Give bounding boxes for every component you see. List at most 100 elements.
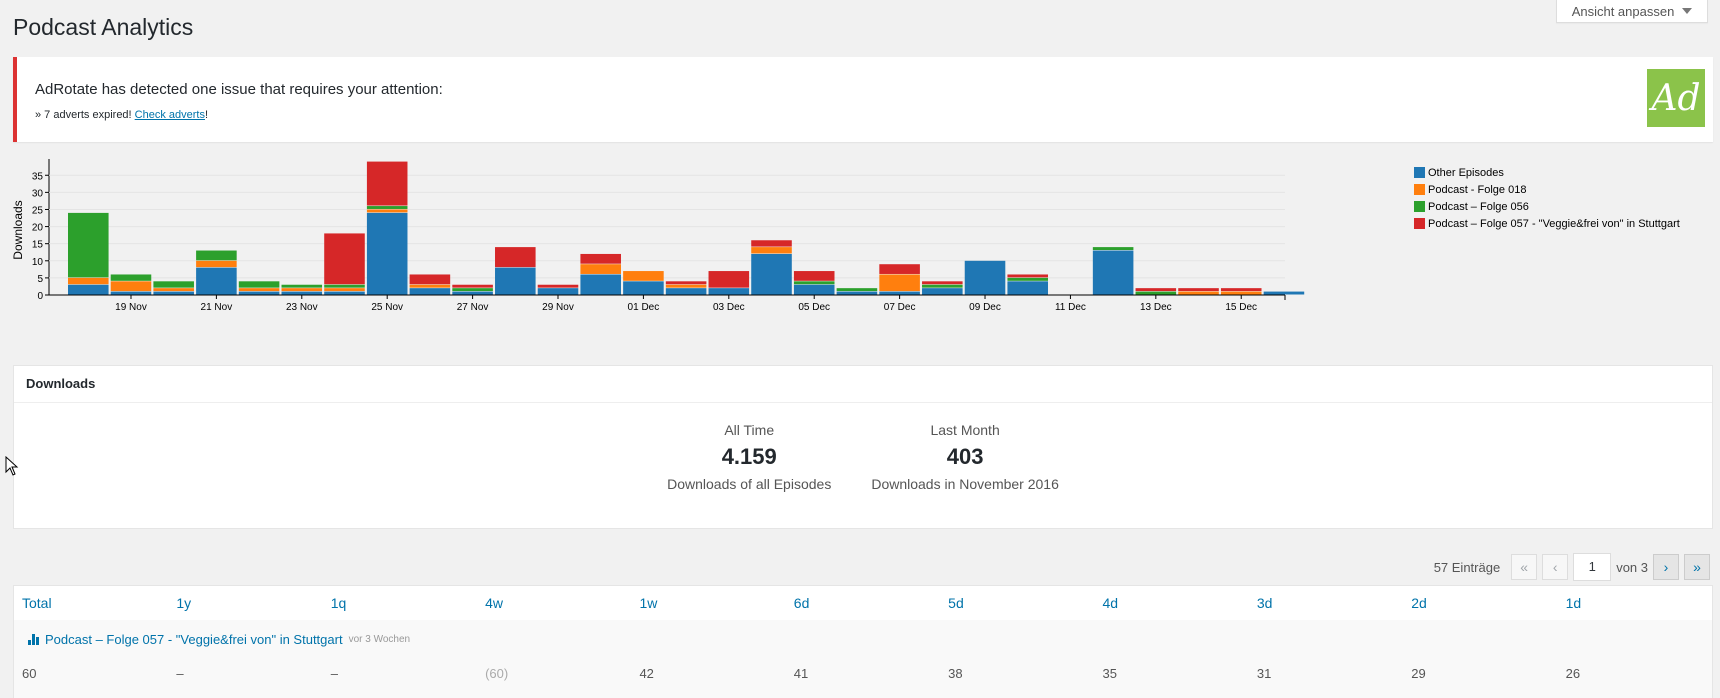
x-tick-label: 03 Dec	[713, 302, 745, 313]
table-cell: 35	[1102, 666, 1117, 681]
x-tick-label: 11 Dec	[1055, 302, 1086, 313]
x-tick-label: 23 Nov	[286, 302, 318, 313]
bar-segment	[708, 271, 750, 288]
bar-segment	[879, 291, 920, 295]
column-header[interactable]: Total	[22, 595, 52, 611]
bar-segment	[665, 281, 707, 285]
notice-message: AdRotate has detected one issue that req…	[35, 81, 443, 98]
bar-segment	[238, 281, 280, 288]
bar-segment	[196, 250, 237, 261]
x-tick-label: 19 Nov	[115, 302, 147, 313]
legend-swatch	[1414, 218, 1425, 229]
bar-segment	[68, 212, 109, 278]
stat-value: 403	[946, 444, 984, 469]
bar-segment	[1178, 288, 1219, 292]
stat-value: 4.159	[721, 444, 777, 469]
table-row: Podcast – Folge 057 - "Veggie&frei von" …	[14, 620, 1712, 698]
legend-label: Podcast - Folge 018	[1428, 183, 1527, 196]
table-cell: (60)	[485, 666, 509, 681]
bar-segment	[238, 288, 280, 292]
bar-segment	[964, 260, 1006, 295]
bar-segment	[1007, 274, 1049, 278]
legend-swatch	[1414, 184, 1425, 195]
bar-segment	[1092, 247, 1134, 251]
current-page-input[interactable]: 1	[1573, 553, 1612, 581]
notice-detail: » 7 adverts expired! Check adverts!	[35, 109, 208, 121]
notice-suffix: !	[204, 109, 209, 121]
column-header[interactable]: 1y	[176, 595, 192, 611]
stat-description: Downloads of all Episodes	[667, 476, 832, 492]
legend-item: Podcast - Folge 018	[1414, 181, 1680, 198]
bar-chart-icon	[28, 634, 39, 645]
episode-title: Podcast – Folge 057 - "Veggie&frei von" …	[45, 632, 343, 647]
bar-segment	[665, 284, 707, 288]
triangle-down-icon	[1682, 8, 1693, 14]
column-header[interactable]: 1w	[639, 595, 658, 611]
bar-segment	[324, 288, 365, 292]
column-header[interactable]: 5d	[948, 595, 964, 611]
column-header[interactable]: 4w	[485, 595, 503, 611]
bar-segment	[1178, 291, 1219, 295]
bar-segment	[537, 284, 579, 288]
bar-segment	[153, 288, 194, 292]
bar-segment	[68, 284, 109, 295]
bar-segment	[922, 284, 963, 288]
table-cell: 31	[1256, 666, 1272, 681]
y-tick-label: 20	[32, 223, 44, 234]
y-tick-label: 10	[32, 257, 44, 268]
chart-svg: 0 5 10 15 20 25 30 35 19 Nov 21 Nov 23 Nov 25 Nov 27…	[11, 159, 1305, 313]
legend-item: Podcast – Folge 056	[1414, 198, 1680, 215]
check-adverts-link[interactable]: Check adverts	[134, 109, 205, 121]
stat-last-month: Last Month 403 Downloads in November 201…	[871, 422, 1059, 492]
downloads-chart: 0 5 10 15 20 25 30 35 19 Nov 21 Nov 23 Nov 25 Nov 27…	[0, 155, 1720, 355]
column-header[interactable]: 3d	[1256, 595, 1273, 611]
bar-segment	[452, 291, 493, 295]
column-header[interactable]: 1d	[1565, 595, 1582, 611]
table-cell: 38	[948, 666, 963, 681]
bar-segment	[879, 264, 920, 274]
bar-segment	[1092, 250, 1134, 295]
page-title: Podcast Analytics	[13, 14, 194, 40]
last-page-button[interactable]: »	[1684, 554, 1710, 580]
bar-segment	[751, 240, 792, 247]
notice-prefix: » 7 adverts expired!	[35, 109, 135, 121]
legend-label: Other Episodes	[1428, 166, 1504, 179]
x-tick-label: 21 Nov	[201, 302, 233, 313]
screen-options-button[interactable]: Ansicht anpassen	[1556, 0, 1708, 23]
legend-item: Podcast – Folge 057 - "Veggie&frei von" …	[1414, 215, 1680, 232]
next-page-button[interactable]: ›	[1653, 554, 1679, 580]
column-header[interactable]: 4d	[1102, 595, 1119, 611]
bar-segment	[324, 233, 365, 285]
chart-legend: Other Episodes Podcast - Folge 018 Podcast…	[1414, 164, 1680, 232]
bar-segment	[366, 212, 408, 295]
bar-segment	[1007, 281, 1049, 295]
bar-segment	[580, 274, 621, 295]
x-tick-label: 15 Dec	[1225, 302, 1257, 313]
bar-segment	[922, 281, 963, 285]
legend-label: Podcast – Folge 056	[1428, 200, 1529, 213]
bar-segment	[281, 291, 323, 295]
episode-title-link[interactable]: Podcast – Folge 057 - "Veggie&frei von" …	[28, 632, 410, 647]
legend-swatch	[1414, 167, 1425, 178]
bar-segment	[196, 260, 237, 268]
bar-segment	[537, 288, 579, 295]
column-header[interactable]: 6d	[793, 595, 810, 611]
column-header[interactable]: 1q	[330, 595, 347, 611]
bar-segment	[153, 281, 194, 288]
first-page-button: «	[1511, 554, 1538, 580]
table-values: 60 – – (60) 42 41 38 35 31 29 26	[14, 666, 1712, 681]
adrotate-notice: AdRotate has detected one issue that req…	[13, 57, 1713, 142]
stat-description: Downloads in November 2016	[871, 476, 1059, 492]
bar-segment	[665, 288, 707, 295]
bar-segment	[366, 161, 408, 206]
adrotate-logo: Ad	[1647, 69, 1705, 127]
bar-segment	[623, 281, 664, 295]
bar-segment	[1135, 291, 1177, 295]
table-cell: –	[176, 666, 184, 681]
table-cell: 60	[22, 666, 37, 681]
x-tick-label: 09 Dec	[969, 302, 1001, 313]
x-tick-label: 01 Dec	[628, 302, 660, 313]
y-tick-label: 15	[32, 240, 44, 251]
prev-page-button: ‹	[1542, 554, 1569, 580]
column-header[interactable]: 2d	[1411, 595, 1427, 611]
